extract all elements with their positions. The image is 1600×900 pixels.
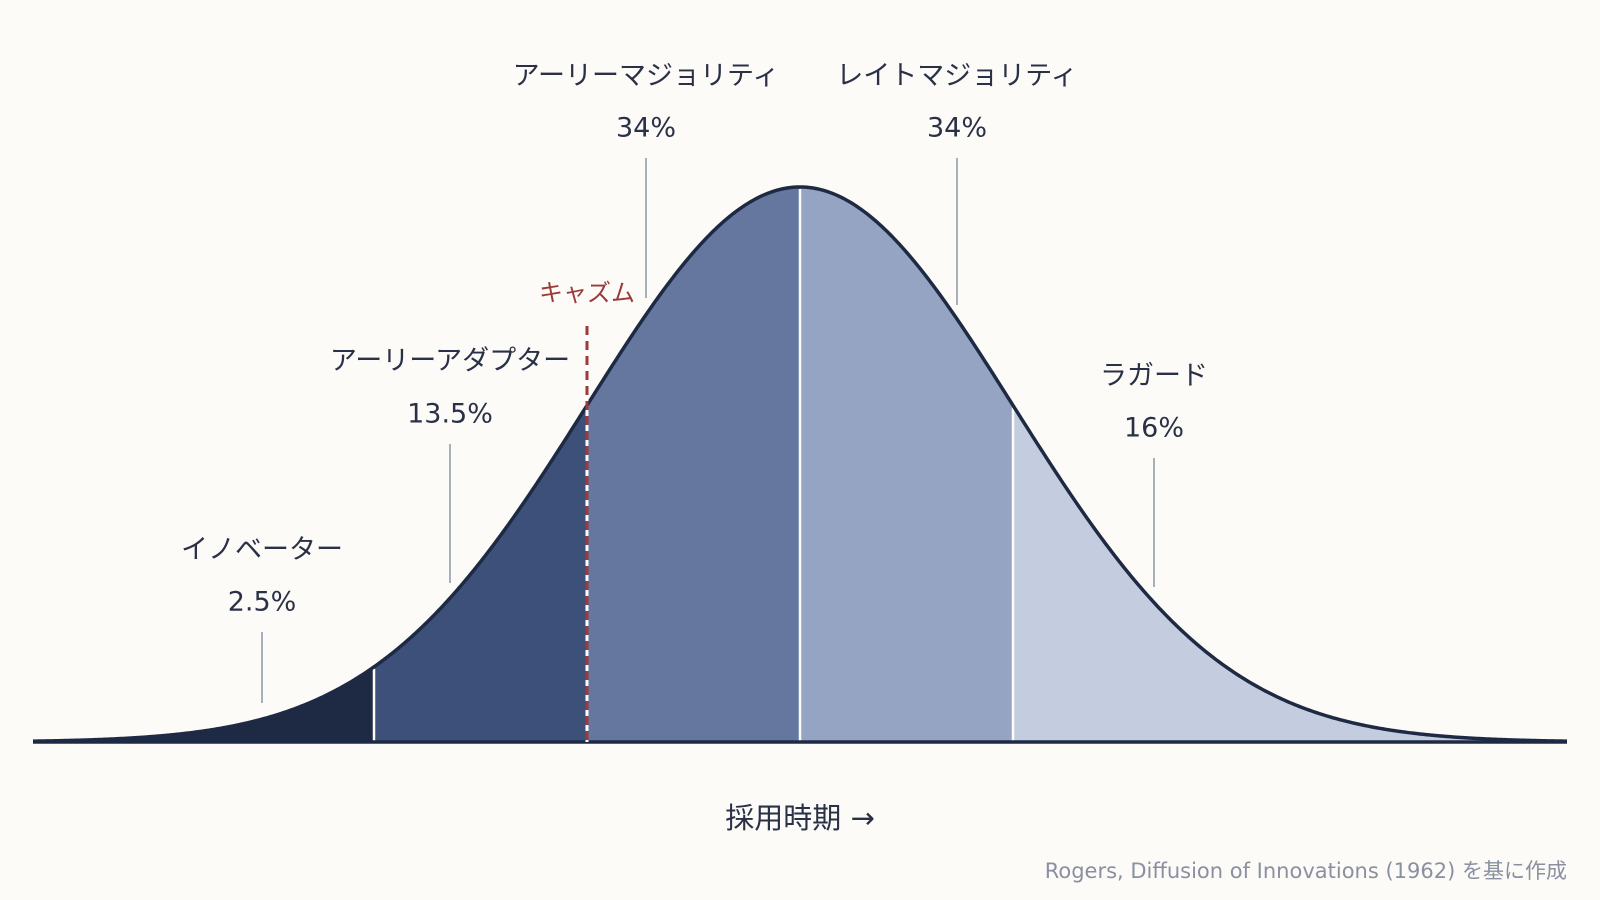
segment-area: [587, 187, 800, 742]
segment-area: [1013, 405, 1567, 742]
segment-label: アーリーマジョリティ: [513, 61, 780, 92]
segment-share: 34%: [616, 113, 676, 144]
chasm-label: キャズム: [539, 279, 635, 307]
segment-area: [800, 187, 1013, 742]
axis-label: 採用時期 →: [725, 801, 875, 835]
segment-share: 2.5%: [228, 587, 297, 618]
segment-share: 34%: [927, 113, 987, 144]
curve-outline: [32, 185, 1568, 743]
segment-label: イノベーター: [181, 535, 343, 566]
segment-label: レイトマジョリティ: [836, 61, 1077, 92]
segment-label: ラガード: [1100, 361, 1208, 392]
segment-share: 16%: [1124, 413, 1184, 444]
source-note: Rogers, Diffusion of Innovations (1962) …: [1045, 859, 1567, 883]
segment-area: [33, 666, 374, 742]
segment-share: 13.5%: [407, 399, 493, 430]
segment-label: アーリーアダプター: [330, 346, 570, 377]
